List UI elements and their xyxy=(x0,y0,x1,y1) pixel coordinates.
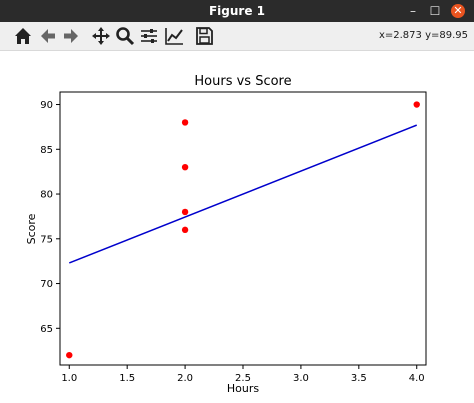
scatter-plot: Hours vs Score 1.0 1.5 2.0 2.5 3.0 3.5 4.0 65 7… xyxy=(25,74,427,395)
cursor-coordinates: x=2.873 y=89.95 xyxy=(378,30,468,41)
data-point xyxy=(66,351,73,359)
y-tick-label: 85 xyxy=(40,145,53,156)
y-axis-label: Score xyxy=(25,213,38,244)
window-title: Figure 1 xyxy=(208,4,266,18)
y-tick-label: 65 xyxy=(40,324,53,335)
x-tick-label: 2.5 xyxy=(235,373,251,384)
chart-title: Hours vs Score xyxy=(194,74,291,89)
pan-icon[interactable] xyxy=(90,25,112,47)
x-tick-label: 1.0 xyxy=(61,373,77,384)
axes-frame xyxy=(59,91,427,366)
x-tick-label: 1.5 xyxy=(119,373,135,384)
close-button[interactable]: ✕ xyxy=(451,4,465,18)
zoom-icon[interactable] xyxy=(114,25,136,47)
x-tick-label: 3.0 xyxy=(293,373,309,384)
data-point xyxy=(181,208,189,216)
x-tick-label: 4.0 xyxy=(409,373,425,384)
y-tick-label: 80 xyxy=(40,190,53,201)
x-tick-label: 3.5 xyxy=(351,373,367,384)
data-point xyxy=(181,163,189,171)
regression-line xyxy=(68,124,418,264)
save-icon[interactable] xyxy=(193,25,215,47)
data-point xyxy=(413,101,420,108)
minimize-button[interactable]: – xyxy=(410,4,416,18)
back-arrow-icon[interactable] xyxy=(37,25,59,47)
subplots-config-icon[interactable] xyxy=(138,25,160,47)
y-tick-label: 70 xyxy=(40,279,53,290)
window-titlebar: Figure 1 – ☐ ✕ xyxy=(0,0,474,22)
x-tick-label: 2.0 xyxy=(177,373,193,384)
maximize-button[interactable]: ☐ xyxy=(429,4,441,18)
data-point xyxy=(181,119,189,126)
figure-canvas[interactable]: Hours vs Score 1.0 1.5 2.0 2.5 3.0 3.5 4.0 65 7… xyxy=(0,51,474,403)
x-axis-label: Hours xyxy=(227,382,259,395)
y-tick-label: 90 xyxy=(40,100,53,111)
y-tick-label: 75 xyxy=(40,234,53,245)
navigation-toolbar: x=2.873 y=89.95 xyxy=(0,22,474,51)
data-point xyxy=(181,226,189,234)
home-icon[interactable] xyxy=(12,25,34,47)
edit-curve-icon[interactable] xyxy=(163,25,185,47)
forward-arrow-icon[interactable] xyxy=(60,25,82,47)
